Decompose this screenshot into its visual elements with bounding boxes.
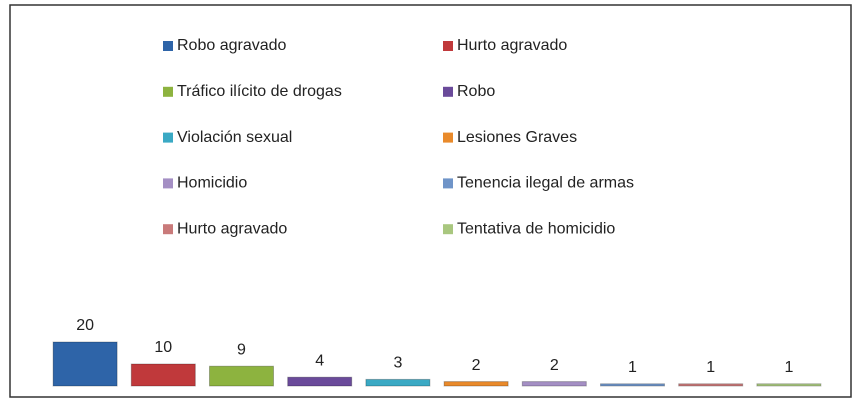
legend-swatch [163,178,173,189]
value-label: 9 [237,341,246,358]
bar [209,365,274,387]
value-label: 1 [706,359,715,376]
legend-swatch [163,86,173,97]
value-label: 3 [393,355,402,372]
bar [756,383,822,387]
bar [52,341,118,387]
legend-label: Robo agravado [177,37,287,54]
legend-swatch [443,224,453,235]
legend-label: Homicidio [177,175,247,192]
bar [443,381,509,387]
value-label: 2 [550,357,559,374]
legend-swatch [443,132,453,143]
legend-swatch [163,132,173,143]
bar [678,383,744,387]
legend-label: Robo [457,83,495,100]
legend-swatch [443,41,453,51]
legend-label: Lesiones Graves [457,129,577,146]
bar [521,381,587,387]
legend-label: Violación sexual [177,129,292,146]
value-label: 2 [472,357,481,374]
value-label: 20 [76,317,94,334]
bar [365,378,431,387]
legend-label: Tentativa de homicidio [457,220,615,237]
bar [600,383,665,387]
value-label: 10 [154,339,172,356]
legend-swatch [443,86,453,97]
bar [287,376,353,387]
legend-swatch [163,41,173,51]
legend-swatch [443,178,453,189]
legend-label: Hurto agravado [457,37,567,54]
legend-swatch [163,224,173,235]
legend-label: Hurto agravado [177,220,287,237]
chart-border [9,4,852,398]
legend-label: Tenencia ilegal de armas [457,175,634,192]
value-label: 1 [784,359,793,376]
value-label: 4 [315,352,324,369]
legend-label: Tráfico ilícito de drogas [177,83,342,100]
value-label: 1 [628,359,637,376]
bar [130,363,196,387]
